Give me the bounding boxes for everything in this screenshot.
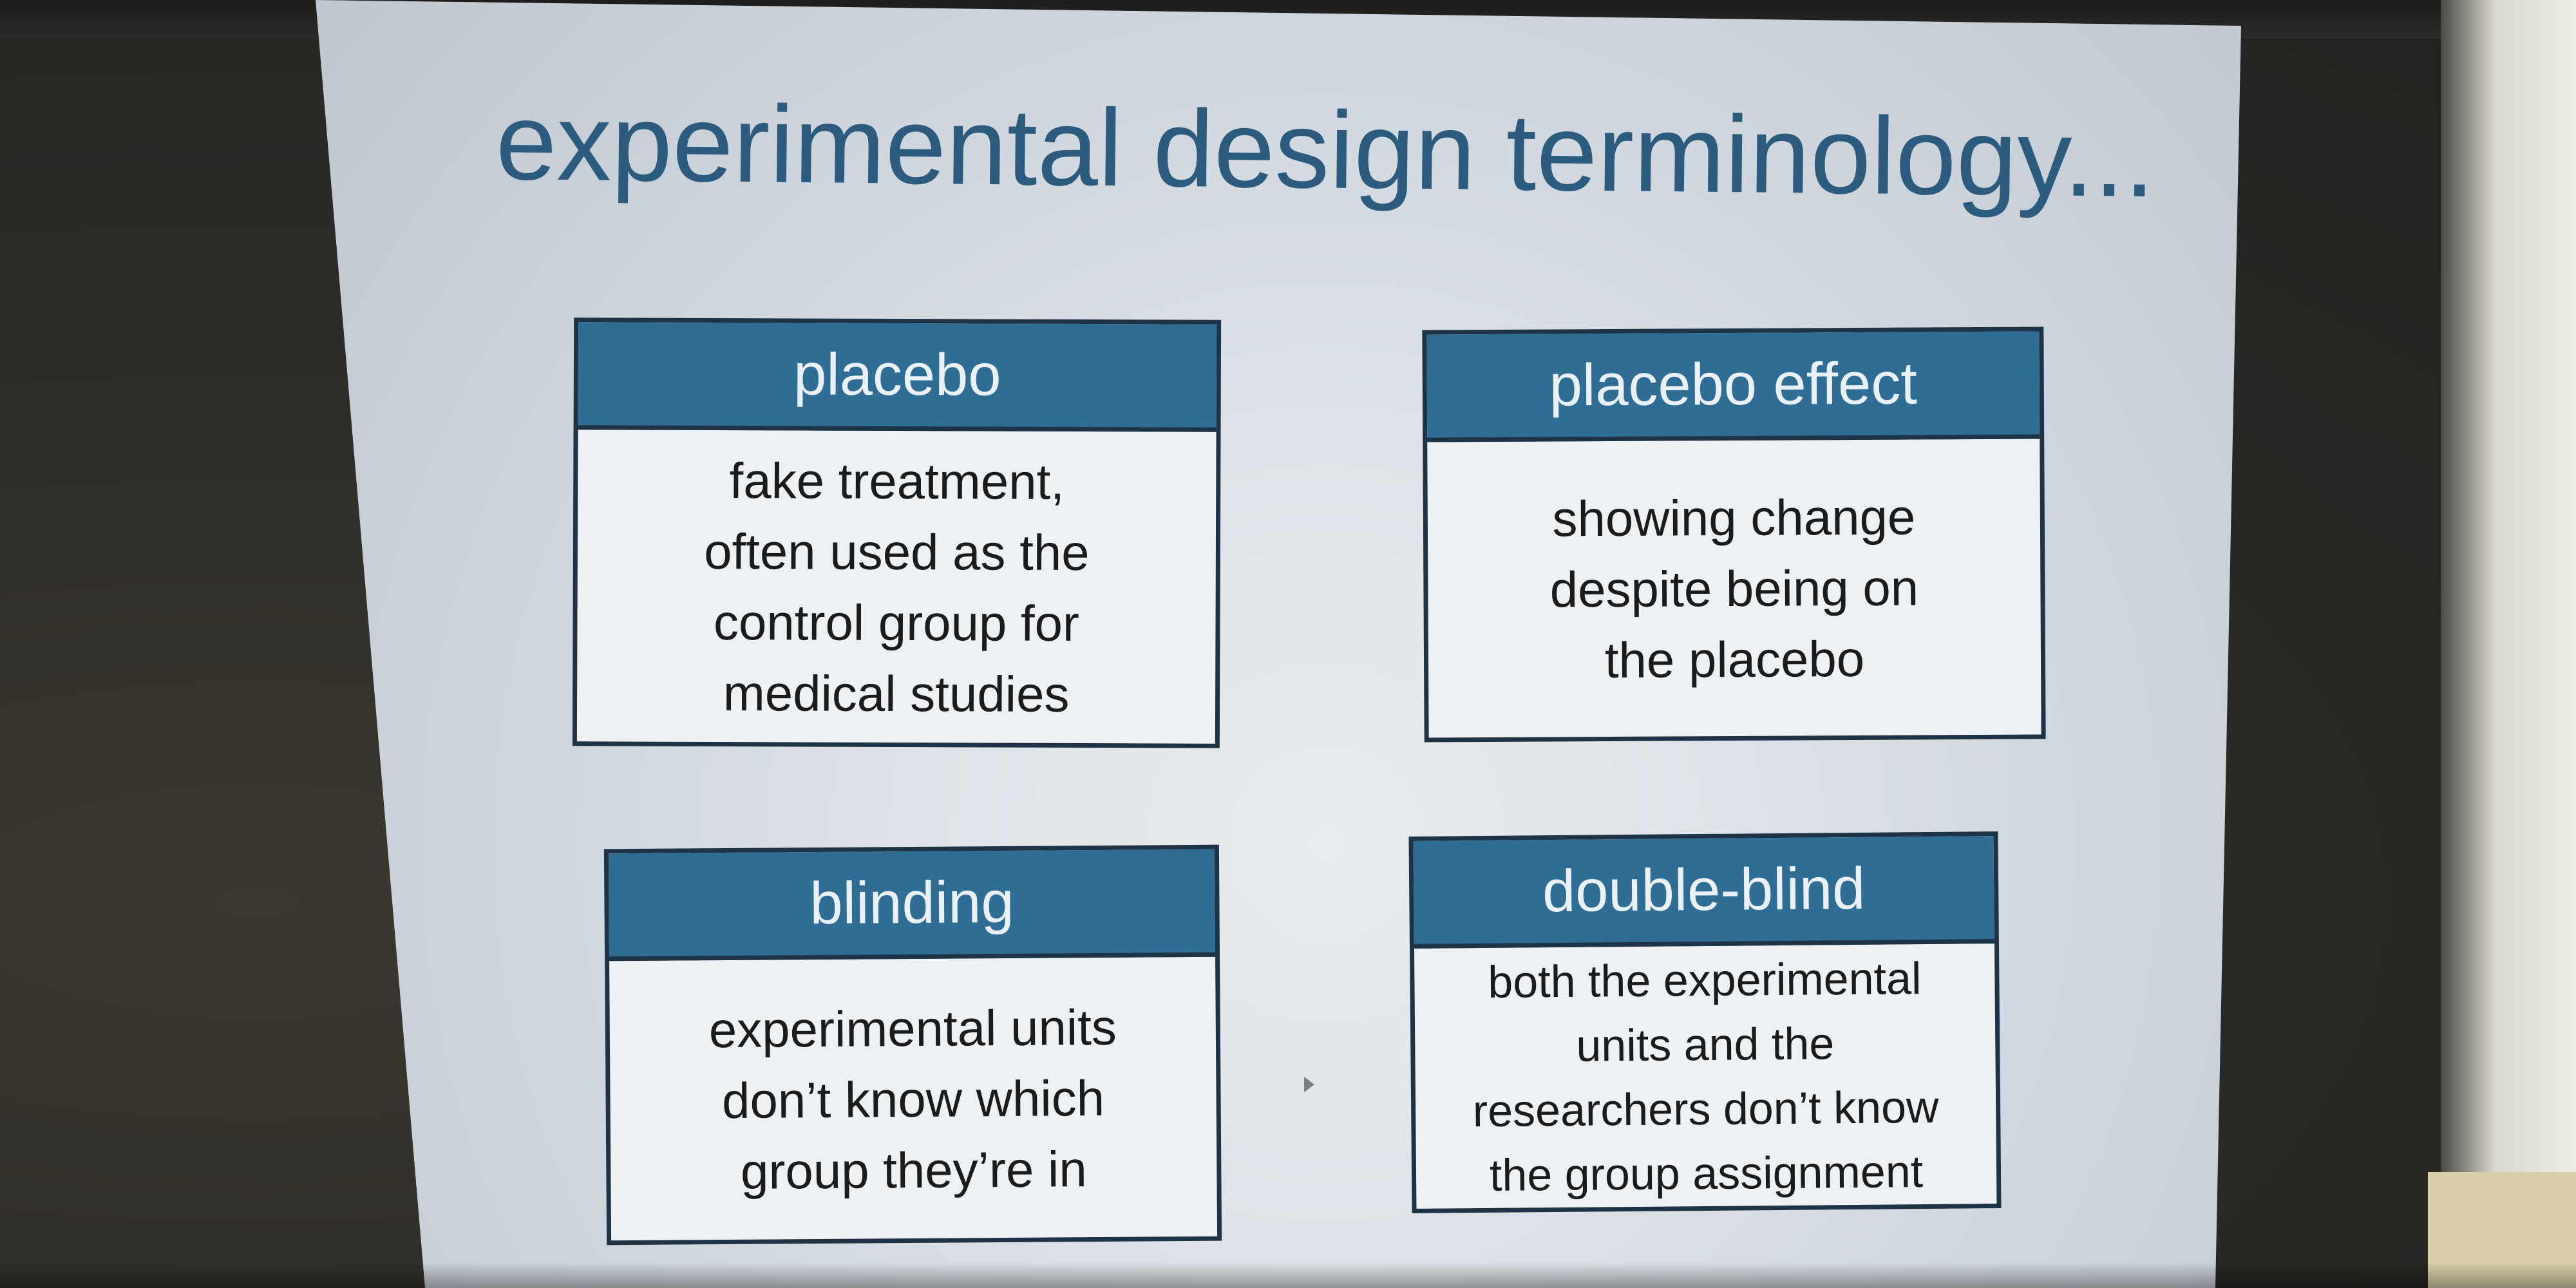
term-card-double-blind: double-blind both the experimental units…: [1408, 831, 2002, 1213]
definition-line: don’t know which: [721, 1069, 1105, 1129]
definition-line: units and the: [1576, 1018, 1835, 1071]
definition-line: researchers don’t know: [1472, 1081, 1939, 1136]
definition-line: showing change: [1552, 488, 1916, 547]
definition-line: the group assignment: [1489, 1146, 1924, 1200]
term-card-placebo: placebo fake treatment, often used as th…: [572, 317, 1222, 748]
term-definition: showing change despite being on the plac…: [1427, 439, 2041, 739]
background-desk: [2428, 1172, 2576, 1288]
term-heading: double-blind: [1413, 836, 1994, 949]
term-card-blinding: blinding experimental units don’t know w…: [603, 844, 1222, 1245]
photo-shadow: [0, 1262, 2576, 1288]
definition-line: medical studies: [723, 664, 1070, 723]
definition-line: group they’re in: [740, 1140, 1087, 1200]
term-heading: blinding: [608, 849, 1216, 961]
term-heading: placebo effect: [1426, 331, 2040, 442]
term-definition: both the experimental units and the rese…: [1414, 943, 1996, 1209]
definition-line: experimental units: [708, 998, 1117, 1058]
term-definition: experimental units don’t know which grou…: [609, 957, 1217, 1242]
term-heading: placebo: [578, 322, 1217, 432]
definition-line: the placebo: [1604, 630, 1865, 689]
background-wall: [2441, 0, 2576, 1288]
term-card-placebo-effect: placebo effect showing change despite be…: [1422, 327, 2046, 743]
definition-line: despite being on: [1549, 559, 1919, 618]
definition-line: often used as the: [704, 522, 1090, 581]
mouse-pointer-icon: [1304, 1077, 1314, 1092]
definition-line: control group for: [713, 593, 1080, 652]
term-definition: fake treatment, often used as the contro…: [577, 430, 1217, 744]
definition-line: both the experimental: [1487, 952, 1922, 1007]
definition-line: fake treatment,: [729, 451, 1065, 510]
slide-title: experimental design terminology...: [495, 80, 2156, 220]
